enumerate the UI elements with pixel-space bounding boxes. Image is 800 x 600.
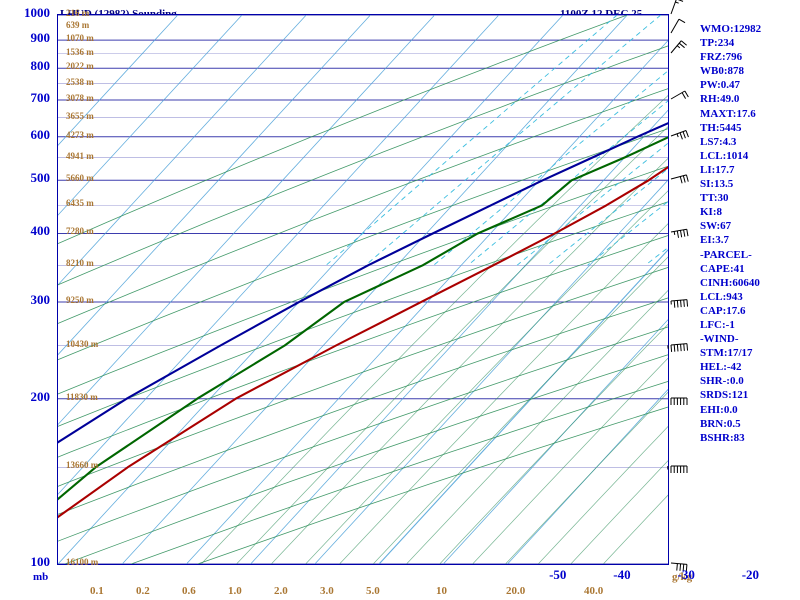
height-label: 639 m <box>66 20 90 31</box>
stat-line: TT:30 <box>700 192 729 205</box>
pressure-tick: 400 <box>30 223 51 239</box>
stat-line: STM:17/17 <box>700 347 753 360</box>
mixing-ratio-tick: 20.0 <box>506 585 526 597</box>
stat-line: TP:234 <box>700 37 735 50</box>
mixing-ratio-tick: 2.0 <box>274 585 288 597</box>
pressure-tick: 300 <box>30 292 51 308</box>
stat-line: RH:49.0 <box>700 93 740 106</box>
height-label: 1536 m <box>66 46 94 57</box>
pressure-tick: 500 <box>30 170 51 186</box>
pressure-tick: 600 <box>30 126 51 142</box>
stat-line: PW:0.47 <box>700 79 741 92</box>
stat-line: BSHR:83 <box>700 431 745 444</box>
height-label: 3655 m <box>66 110 94 121</box>
mixing-ratio-tick: 10 <box>436 585 447 597</box>
stat-line: FRZ:796 <box>700 51 743 64</box>
stat-line: BRN:0.5 <box>700 417 741 430</box>
wind-barb <box>670 229 689 239</box>
height-label: 6435 m <box>66 198 94 209</box>
mixing-unit-label: g/kg <box>672 571 693 583</box>
height-label: 7280 m <box>66 226 94 237</box>
temperature-tick: -20 <box>741 567 760 582</box>
stat-line: SRDS:121 <box>700 389 749 402</box>
stat-line: SW:67 <box>700 220 732 233</box>
stat-line: KI:8 <box>700 206 722 219</box>
pressure-unit-label: mb <box>33 571 49 583</box>
stat-line: WMO:12982 <box>700 23 762 35</box>
mixing-ratio-tick: 3.0 <box>320 585 334 597</box>
height-label: 3078 m <box>66 93 94 104</box>
height-label: 2022 m <box>66 61 94 72</box>
temperature-tick: -50 <box>549 567 567 582</box>
height-label: 11830 m <box>66 391 98 402</box>
height-label: 8210 m <box>66 258 94 269</box>
height-label: 13660 m <box>66 460 99 471</box>
stat-line: HEL:-42 <box>700 361 742 374</box>
wind-barb <box>670 397 688 405</box>
stat-line: TH:5445 <box>700 121 742 134</box>
wind-barb <box>670 18 686 33</box>
wind-barb <box>667 342 689 352</box>
stat-line: WB0:878 <box>700 65 744 78</box>
stat-line: CINH:60640 <box>700 276 760 289</box>
wind-barb <box>670 299 689 308</box>
stat-line: CAP:17.6 <box>700 304 746 317</box>
height-label: 1070 m <box>66 33 94 44</box>
pressure-tick: 200 <box>30 388 51 404</box>
stat-line: -PARCEL- <box>700 248 752 261</box>
sounding-stats-panel: WMO:12982 TP:234 FRZ:796 WB0:878 PW:0.47 RH:4… <box>700 22 761 445</box>
mixing-ratio-tick: 0.1 <box>90 585 104 597</box>
stat-line: LCL:1014 <box>700 149 749 162</box>
mixing-ratio-tick: 5.0 <box>366 585 380 597</box>
height-label: 5660 m <box>66 173 94 184</box>
height-label: 16100 m <box>66 557 99 567</box>
wind-barb <box>670 0 684 15</box>
wind-barb <box>670 90 689 100</box>
stat-line: EI:3.7 <box>700 234 730 247</box>
height-label: 2538 m <box>66 76 94 87</box>
mixing-ratio-tick: 40.0 <box>584 585 604 597</box>
wind-barb <box>670 129 689 140</box>
wind-barb <box>670 562 688 572</box>
temperature-tick: -40 <box>613 567 631 582</box>
height-label: 10430 m <box>66 338 99 349</box>
skewt-plot-area <box>57 14 669 565</box>
height-label: 9250 m <box>66 295 94 306</box>
wind-barb <box>670 174 689 184</box>
stat-line: SHR-:0.0 <box>700 375 744 388</box>
mixing-ratio-tick: 1.0 <box>228 585 242 597</box>
temperature-tick: -30 <box>677 567 695 582</box>
pressure-tick: 100 <box>30 554 51 569</box>
skewt-svg <box>58 15 668 564</box>
stat-line: LCL:943 <box>700 290 743 303</box>
stat-line: LS7:4.3 <box>700 135 737 148</box>
stat-line: CAPE:41 <box>700 262 745 275</box>
mixing-ratio-tick: 0.2 <box>136 585 150 597</box>
pressure-tick: 800 <box>30 58 51 74</box>
stat-line: LI:17.7 <box>700 163 735 176</box>
height-label: 4273 m <box>66 129 94 140</box>
stat-line: LFC:-1 <box>700 318 735 331</box>
stat-line: MAXT:17.6 <box>700 107 756 120</box>
height-label: 216 m <box>66 8 90 18</box>
wind-barb <box>667 465 688 474</box>
wind-barb <box>670 40 687 54</box>
pressure-tick: 1000 <box>24 5 50 20</box>
mixing-ratio-tick: 0.6 <box>182 585 196 597</box>
pressure-tick: 700 <box>30 90 51 106</box>
pressure-tick: 900 <box>30 30 51 46</box>
height-label: 4941 m <box>66 150 94 161</box>
stat-line: SI:13.5 <box>700 178 734 191</box>
stat-line: -WIND- <box>700 333 739 346</box>
stat-line: EHI:0.0 <box>700 403 738 416</box>
